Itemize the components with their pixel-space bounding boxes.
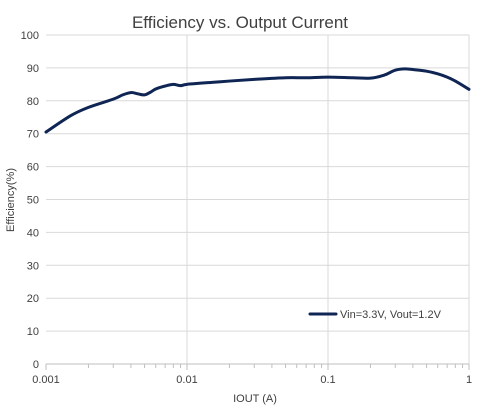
- y-tick-label: 60: [27, 162, 39, 174]
- grid: [46, 34, 470, 364]
- y-axis-title: Efficiency(%): [5, 168, 17, 232]
- tick-labels: 0 10 20 30 40 50 60 70 80 90 100 0.001 0.01 0.1 1: [21, 30, 472, 386]
- legend-label: Vin=3.3V, Vout=1.2V: [340, 309, 442, 321]
- y-tick-label: 20: [27, 293, 39, 305]
- x-tick-label: 1: [466, 374, 472, 386]
- legend: Vin=3.3V, Vout=1.2V: [308, 309, 442, 321]
- x-axis-title: IOUT (A): [233, 393, 277, 405]
- y-tick-label: 30: [27, 260, 39, 272]
- series-layer: [44, 67, 471, 134]
- series-line: [44, 67, 471, 134]
- x-tick-label: 0.001: [32, 374, 60, 386]
- y-tick-label: 50: [27, 195, 39, 207]
- y-tick-label: 0: [33, 359, 39, 371]
- y-tick-label: 40: [27, 227, 39, 239]
- y-tick-label: 10: [27, 326, 39, 338]
- axes: [45, 363, 470, 370]
- chart-title: Efficiency vs. Output Current: [132, 13, 348, 32]
- y-tick-label: 70: [27, 129, 39, 141]
- y-tick-label: 100: [21, 30, 39, 42]
- y-tick-label: 90: [27, 63, 39, 75]
- x-tick-label: 0.01: [176, 374, 197, 386]
- y-tick-label: 80: [27, 96, 39, 108]
- x-tick-label: 0.1: [320, 374, 335, 386]
